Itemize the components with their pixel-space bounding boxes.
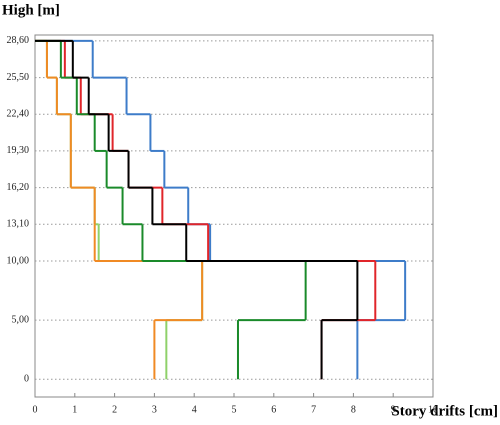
y-tick-label: 5,00 <box>12 314 30 325</box>
x-tick-label: 10 <box>428 404 438 415</box>
x-tick-label: 8 <box>351 404 356 415</box>
y-tick-label: 19,30 <box>7 145 30 156</box>
y-tick-label: 13,10 <box>7 219 30 230</box>
x-tick-label: 2 <box>112 404 117 415</box>
x-tick-label: 4 <box>192 404 197 415</box>
y-tick-label: 10,00 <box>7 255 30 266</box>
x-tick-label: 5 <box>232 404 237 415</box>
x-tick-label: 3 <box>152 404 157 415</box>
y-axis-label: High [m] <box>2 2 60 18</box>
y-tick-label: 22,40 <box>7 109 30 120</box>
y-tick-label: 16,20 <box>7 182 30 193</box>
x-tick-label: 7 <box>311 404 316 415</box>
x-tick-label: 0 <box>33 404 38 415</box>
x-axis-label: Story drifts [cm] <box>391 403 498 419</box>
y-tick-label: 0 <box>24 374 29 385</box>
y-tick-label: 25,50 <box>7 72 30 83</box>
x-tick-label: 1 <box>72 404 77 415</box>
y-tick-label: 28,60 <box>7 35 30 46</box>
x-tick-label: 6 <box>271 404 276 415</box>
x-tick-label: 9 <box>391 404 396 415</box>
